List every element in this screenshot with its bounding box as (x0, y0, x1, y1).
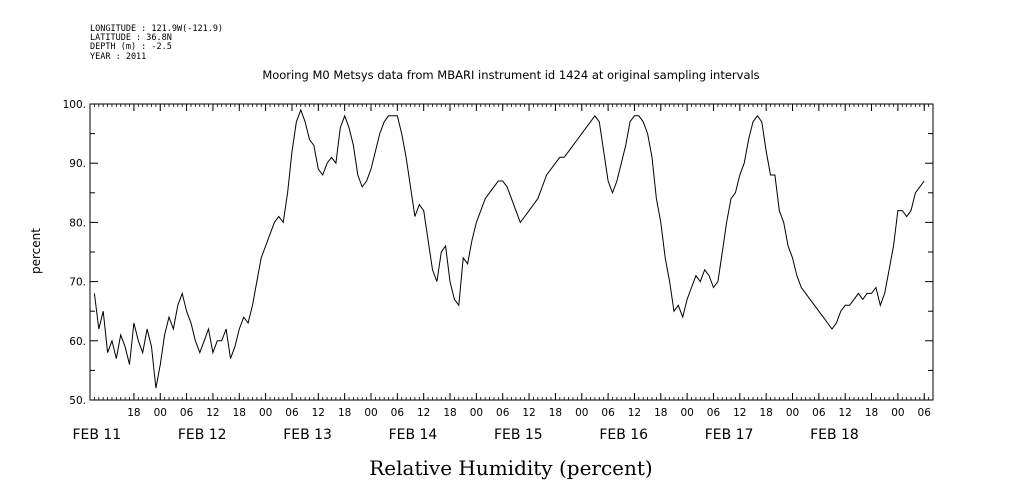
x-hour-label: 18 (233, 407, 246, 419)
latitude-text: LATITUDE : 36.8N (90, 33, 172, 43)
y-tick-label: 90. (69, 158, 86, 170)
x-date-label: FEB 17 (705, 427, 754, 443)
x-axis-label: Relative Humidity (percent) (369, 456, 652, 480)
x-date-label: FEB 14 (389, 427, 438, 443)
x-hour-label: 06 (496, 407, 510, 419)
x-hour-label: 12 (206, 407, 219, 419)
y-tick-label: 50. (69, 395, 86, 407)
x-date-label: FEB 16 (599, 427, 648, 443)
x-axis-date-labels: FEB 11 FEB 12 FEB 13 FEB 14 FEB 15 FEB 16 FEB … (72, 427, 858, 443)
x-hour-label: 12 (417, 407, 430, 419)
x-date-label: FEB 11 (72, 427, 121, 443)
x-hour-label: 18 (443, 407, 456, 419)
x-hour-label: 00 (786, 407, 799, 419)
plot-frame (89, 103, 934, 401)
x-hour-label: 12 (628, 407, 641, 419)
x-hour-label: 18 (654, 407, 667, 419)
x-hour-label: 06 (180, 407, 194, 419)
x-hour-label: 00 (364, 407, 377, 419)
x-hour-label: 06 (391, 407, 405, 419)
x-hour-label: 00 (259, 407, 272, 419)
x-hour-label: 06 (707, 407, 721, 419)
x-hour-label: 12 (839, 407, 852, 419)
x-date-label: FEB 18 (810, 427, 859, 443)
year-text: YEAR : 2011 (90, 52, 146, 62)
x-hour-label: 18 (127, 407, 140, 419)
x-axis-hour-labels: 18 00 06 12 18 00 06 12 18 00 06 12 18 00 06 12 18 00 06 12… (127, 407, 931, 419)
x-hour-label: 12 (312, 407, 325, 419)
y-tick-label: 100. (63, 99, 86, 111)
x-hour-label: 00 (891, 407, 904, 419)
x-hour-label: 12 (522, 407, 535, 419)
y-tick-label: 60. (69, 336, 86, 348)
x-axis-ticks (89, 104, 934, 400)
depth-text: DEPTH (m) : -2.5 (90, 42, 172, 52)
humidity-series-line (93, 108, 925, 389)
x-hour-label: 06 (601, 407, 615, 419)
x-hour-label: 06 (285, 407, 299, 419)
y-axis-label: percent (29, 228, 43, 274)
x-hour-label: 06 (918, 407, 932, 419)
x-hour-label: 18 (338, 407, 351, 419)
x-hour-label: 18 (865, 407, 878, 419)
x-hour-label: 12 (733, 407, 746, 419)
y-axis-ticks: 50. 60. 70. 80. 90. 100. (63, 99, 933, 407)
x-hour-label: 18 (549, 407, 562, 419)
x-hour-label: 06 (812, 407, 826, 419)
x-hour-label: 00 (470, 407, 483, 419)
x-hour-label: 00 (680, 407, 693, 419)
y-tick-label: 70. (69, 277, 86, 289)
x-hour-label: 18 (759, 407, 772, 419)
x-date-label: FEB 13 (283, 427, 332, 443)
x-date-label: FEB 12 (178, 427, 227, 443)
data-series (93, 108, 925, 389)
metadata-header: LONGITUDE : 121.9W(-121.9) LATITUDE : 36… (90, 24, 223, 62)
x-hour-label: 00 (154, 407, 167, 419)
x-hour-label: 00 (575, 407, 588, 419)
longitude-text: LONGITUDE : 121.9W(-121.9) (90, 24, 223, 34)
y-tick-label: 80. (69, 217, 86, 229)
x-date-label: FEB 15 (494, 427, 543, 443)
chart-title: Mooring M0 Metsys data from MBARI instru… (262, 68, 759, 82)
